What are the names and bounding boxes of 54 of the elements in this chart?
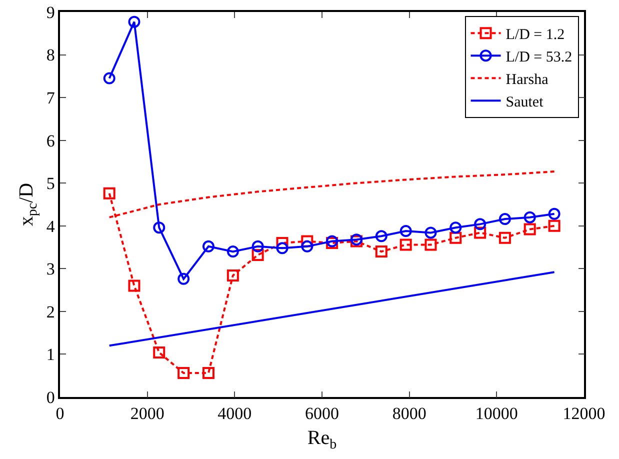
x-tick-label: 4000 — [218, 404, 252, 424]
x-tick-label: 12000 — [562, 404, 606, 424]
point — [276, 242, 288, 254]
legend-label: L/D = 1.2 — [506, 26, 565, 43]
point — [375, 246, 388, 258]
point — [524, 211, 536, 224]
point — [128, 280, 140, 292]
y-tick-label: 8 — [46, 46, 55, 65]
y-tick-label: 1 — [46, 345, 55, 364]
point — [424, 238, 437, 251]
point — [178, 272, 190, 285]
point — [226, 270, 239, 282]
point — [103, 187, 116, 200]
point — [548, 208, 560, 220]
legend-label: Harsha — [506, 72, 549, 88]
x-tick-label: 8000 — [392, 404, 426, 424]
point — [153, 222, 166, 234]
point — [400, 238, 412, 251]
point — [128, 16, 140, 28]
point — [226, 246, 239, 258]
point — [301, 240, 314, 252]
x-tick-label: 2000 — [130, 404, 164, 424]
point — [474, 226, 486, 239]
legend-label: Sautet — [506, 94, 544, 110]
y-tick-label: 5 — [46, 174, 55, 194]
x-tick-label: 6000 — [305, 404, 339, 424]
point — [153, 346, 166, 359]
point — [400, 225, 412, 238]
y-tick-label: 4 — [46, 216, 56, 236]
point — [424, 226, 437, 239]
y-tick-label: 6 — [46, 131, 55, 150]
point — [252, 248, 264, 261]
point — [178, 367, 190, 380]
x-axis-title: Re$_{b}$ — [307, 427, 337, 452]
y-tick-label: 7 — [46, 88, 56, 108]
y-tick-label: 0 — [46, 388, 55, 407]
x-tick-label: 10000 — [475, 404, 518, 424]
point — [301, 235, 314, 248]
y-tick-label: 9 — [46, 2, 55, 22]
point — [498, 213, 511, 226]
y-tick-label: 3 — [46, 260, 55, 279]
point — [474, 218, 486, 230]
point — [375, 230, 388, 242]
point — [498, 232, 511, 244]
point — [524, 223, 536, 236]
point — [103, 72, 116, 84]
point — [548, 220, 560, 232]
point — [202, 240, 214, 252]
point — [252, 240, 264, 252]
legend-label: L/D = 53.2 — [506, 49, 572, 66]
y-tick-label: 2 — [46, 302, 55, 322]
point — [202, 367, 214, 380]
point — [450, 222, 462, 234]
point — [450, 232, 462, 244]
